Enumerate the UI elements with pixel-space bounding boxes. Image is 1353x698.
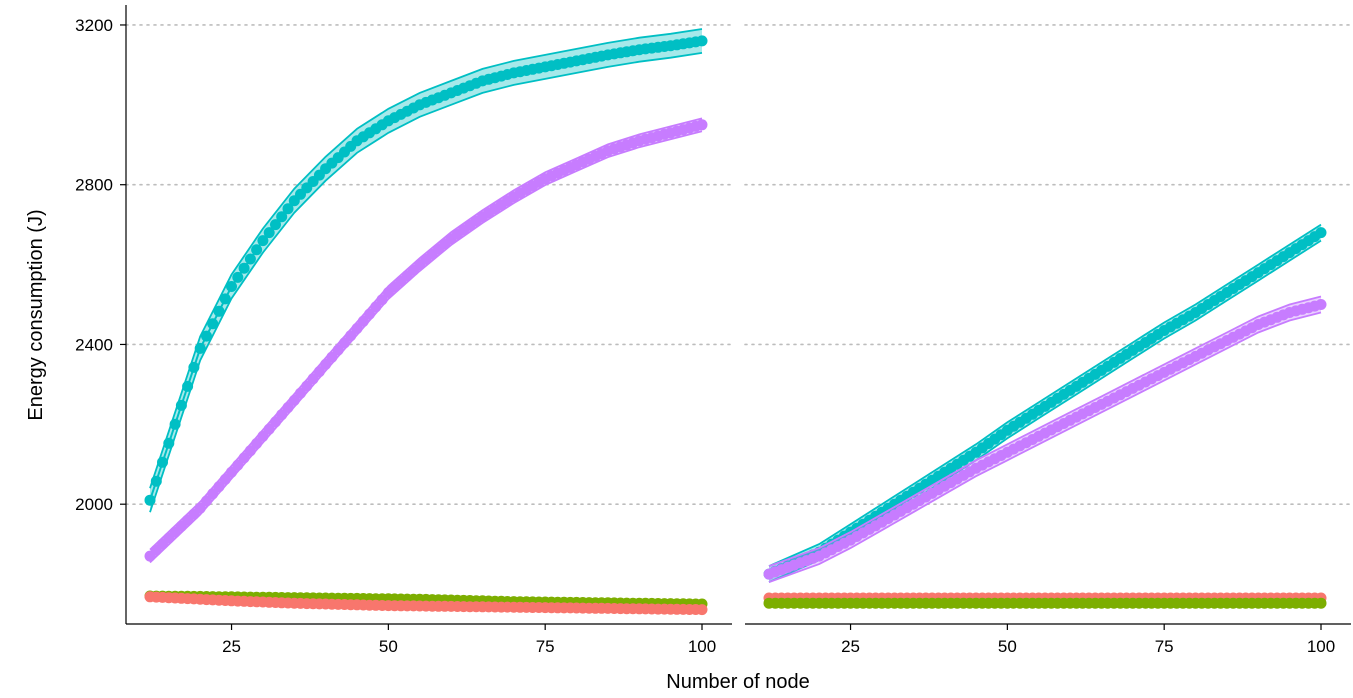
data-point [182, 380, 194, 392]
data-point [376, 294, 388, 306]
x-tick-label-panel-2-4: 100 [1307, 637, 1335, 656]
data-point [150, 475, 162, 487]
band-lower-line [768, 311, 1322, 583]
data-point [276, 409, 288, 421]
data-point [219, 473, 231, 485]
data-point [282, 203, 294, 215]
data-point [345, 330, 357, 342]
y-axis-title: Energy consumption (J) [25, 209, 47, 420]
data-point [263, 227, 275, 239]
data-point [301, 380, 313, 392]
data-point [163, 437, 175, 449]
data-point [332, 344, 344, 356]
data-point [232, 271, 244, 283]
series-4-panel-1 [144, 591, 708, 616]
data-point [238, 452, 250, 464]
axis-ticks: 2000 2400 2800 3200 25 50 75 100 25 50 75 100 [75, 16, 1335, 656]
data-point [696, 35, 708, 47]
data-point [364, 308, 375, 320]
data-point [307, 373, 319, 385]
data-point [282, 402, 294, 413]
y-tick-label-2: 2400 [75, 335, 113, 354]
y-tick-label-1: 2000 [75, 495, 113, 514]
data-point [207, 318, 219, 330]
series-1-panel-2 [763, 223, 1327, 583]
band-upper-line [149, 28, 703, 489]
data-point [313, 366, 325, 378]
data-point [226, 281, 237, 292]
series-4-panel-2 [763, 597, 1327, 609]
data-point [169, 418, 181, 430]
data-point [696, 604, 708, 616]
x-tick-label-panel-1-4: 100 [688, 637, 716, 656]
data-point [696, 119, 708, 131]
data-point [157, 456, 168, 468]
data-point [244, 445, 256, 457]
data-point [201, 330, 212, 342]
data-point [270, 416, 281, 428]
data-point [320, 358, 332, 370]
data-point [251, 244, 263, 256]
data-point [188, 361, 200, 373]
data-point [213, 481, 225, 493]
data-point [244, 253, 256, 265]
data-point [238, 262, 250, 274]
x-tick-label-panel-1-1: 25 [222, 637, 241, 656]
data-point [370, 301, 382, 313]
data-point [226, 466, 237, 478]
series-2-panel-1 [144, 117, 708, 564]
data-point [357, 315, 369, 327]
data-point [288, 394, 300, 406]
data-point [295, 387, 306, 399]
x-tick-label-panel-2-2: 50 [998, 637, 1017, 656]
data-point [257, 430, 269, 442]
data-point [1315, 597, 1327, 609]
data-point [201, 495, 212, 507]
data-point [232, 459, 244, 471]
data-point [351, 323, 363, 334]
x-tick-label-panel-2-1: 25 [841, 637, 860, 656]
panel-2 [763, 223, 1327, 609]
x-tick-label-panel-1-3: 75 [536, 637, 555, 656]
data-point [339, 337, 350, 349]
data-point [276, 211, 288, 223]
series-1-panel-1 [144, 28, 708, 513]
band-upper-line [768, 295, 1322, 567]
data-point [270, 219, 281, 231]
data-point [144, 494, 156, 506]
data-point [251, 438, 263, 449]
x-axis-title: Number of node [666, 671, 809, 693]
band-lower-line [149, 52, 703, 513]
data-point [194, 502, 206, 514]
data-point [194, 342, 206, 354]
gridlines [125, 24, 1352, 505]
data-point [207, 488, 219, 500]
y-tick-label-4: 3200 [75, 16, 113, 35]
data-point [213, 305, 225, 317]
panel-1 [144, 28, 708, 616]
data-point [175, 399, 187, 411]
x-tick-label-panel-2-3: 75 [1155, 637, 1174, 656]
data-point [1315, 299, 1327, 310]
data-point [263, 423, 275, 435]
y-tick-label-3: 2800 [75, 176, 113, 195]
data-point [219, 293, 231, 305]
band-upper-line [768, 223, 1322, 567]
plot-panels [144, 28, 1327, 616]
data-point [1315, 227, 1327, 239]
data-point [326, 351, 338, 363]
data-point [257, 235, 269, 247]
x-tick-label-panel-1-2: 50 [379, 637, 398, 656]
axes [125, 5, 1351, 625]
series-2-panel-2 [763, 295, 1327, 583]
